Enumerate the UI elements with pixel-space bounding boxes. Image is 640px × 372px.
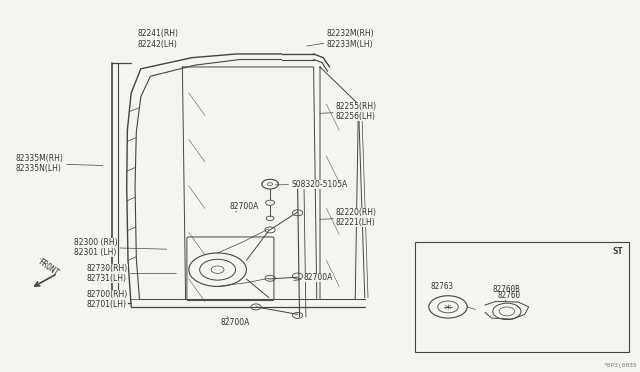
Text: 82300 (RH)
82301 (LH): 82300 (RH) 82301 (LH) [74,238,167,257]
Text: 82730(RH)
82731(LH): 82730(RH) 82731(LH) [86,264,177,283]
Text: 82241(RH)
82242(LH): 82241(RH) 82242(LH) [138,29,179,49]
Text: 82255(RH)
82256(LH): 82255(RH) 82256(LH) [319,102,377,121]
Text: 82700A: 82700A [294,273,333,282]
Bar [415,242,629,352]
Text: *8P3(0035: *8P3(0035 [603,363,637,368]
Text: 82232M(RH)
82233M(LH): 82232M(RH) 82233M(LH) [307,29,374,49]
Text: FRONT: FRONT [36,258,60,278]
Text: 82700(RH)
82701(LH): 82700(RH) 82701(LH) [86,290,180,309]
Text: 82700A: 82700A [229,202,259,212]
Text: 82335M(RH)
82335N(LH): 82335M(RH) 82335N(LH) [16,154,103,173]
Text: ST: ST [612,247,623,256]
Text: 82763: 82763 [430,282,453,291]
Text: 82700A: 82700A [221,317,250,327]
Text: 82760: 82760 [498,291,521,309]
Text: S08320-5105A: S08320-5105A [275,180,348,189]
Text: 82760B: 82760B [493,285,520,302]
Text: 82220(RH)
82221(LH): 82220(RH) 82221(LH) [319,208,377,227]
